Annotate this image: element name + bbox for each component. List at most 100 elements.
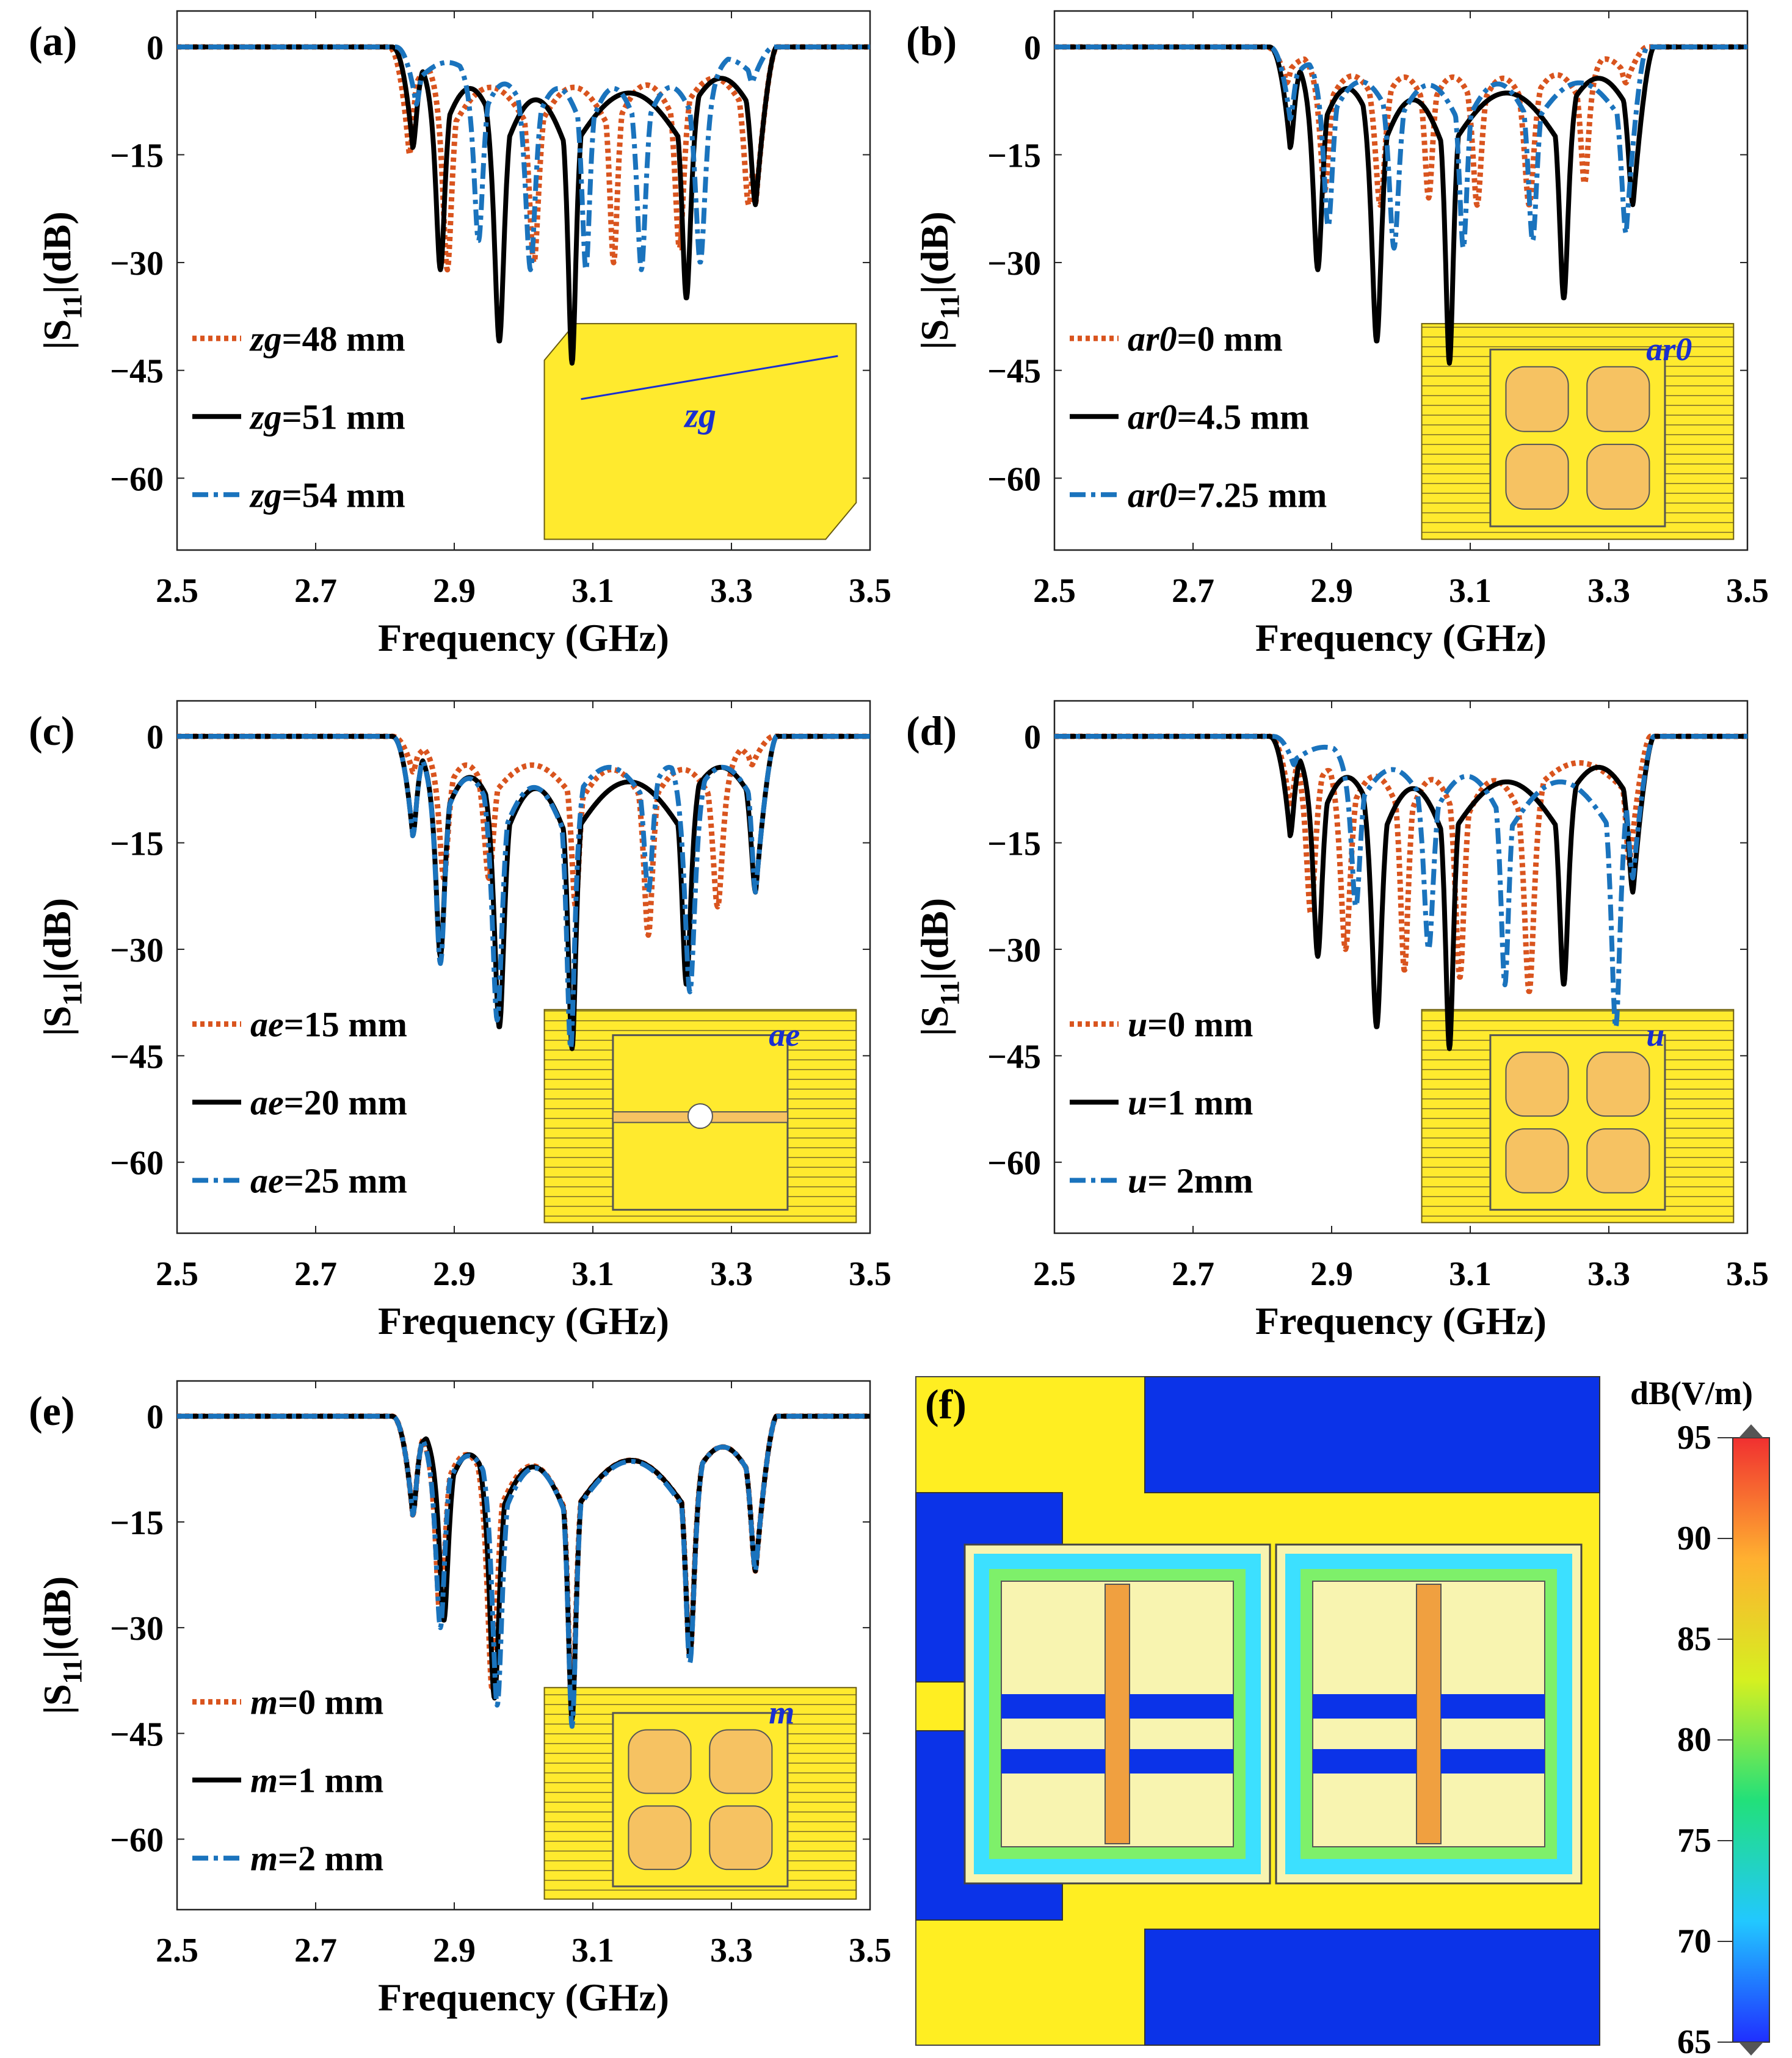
y-tick-label: 0 bbox=[1024, 29, 1041, 67]
y-axis-label-part: |S bbox=[913, 1005, 956, 1036]
legend-variable: zg bbox=[249, 475, 282, 515]
patch-element bbox=[628, 1729, 692, 1794]
x-tick-label: 2.7 bbox=[1172, 1255, 1214, 1293]
series-line-3 bbox=[1053, 44, 1749, 251]
inset-schematic: zg bbox=[543, 323, 857, 540]
y-axis-label: |S11|(dB) bbox=[913, 211, 965, 349]
legend-variable: u bbox=[1128, 1161, 1147, 1200]
inset-schematic: ar0 bbox=[1421, 323, 1735, 540]
field-region-low bbox=[1144, 1376, 1600, 1493]
chart-panel-d: 2.5 2.7 2.9 3.1 3.3 3.5 0 −15 −30 −45 −60 Frequency… bbox=[906, 700, 1769, 1342]
x-tick-label: 3.1 bbox=[1449, 1255, 1492, 1293]
chart-panel-e: 2.5 2.7 2.9 3.1 3.3 3.5 0 −15 −30 −45 −60 Frequency… bbox=[29, 1380, 891, 2019]
inset-dimension-label: ae bbox=[769, 1016, 800, 1053]
legend-entry: ar0=4.5 mm bbox=[1128, 397, 1309, 437]
y-axis-label: |S11|(dB) bbox=[35, 898, 87, 1036]
colorbar-tick-label: 80 bbox=[1677, 1721, 1711, 1759]
y-tick-label: 0 bbox=[147, 29, 164, 67]
legend-variable: m bbox=[250, 1683, 278, 1722]
x-tick-label: 3.5 bbox=[1726, 572, 1769, 610]
y-axis-label-part: |S bbox=[35, 1684, 79, 1714]
field-region-low bbox=[1144, 1929, 1600, 2046]
y-tick-label: −45 bbox=[110, 353, 164, 391]
x-tick-label: 3.3 bbox=[710, 1932, 753, 1969]
legend-variable: zg bbox=[249, 319, 282, 358]
y-tick-label: −45 bbox=[110, 1038, 164, 1076]
x-tick-label: 3.1 bbox=[1449, 572, 1492, 610]
y-axis-label: |S11|(dB) bbox=[913, 898, 965, 1036]
legend-value: =4.5 mm bbox=[1177, 397, 1310, 437]
chart-panel-a: 2.5 2.7 2.9 3.1 3.3 3.5 0 −15 −30 −45 −60 Frequency… bbox=[29, 10, 891, 659]
colorbar-title: dB(V/m) bbox=[1630, 1375, 1753, 1411]
legend-value: =1 mm bbox=[278, 1761, 383, 1800]
legend-value: =7.25 mm bbox=[1177, 475, 1327, 515]
legend-variable: ar0 bbox=[1128, 397, 1177, 437]
legend-entry: ar0=0 mm bbox=[1128, 319, 1283, 358]
y-tick-label: −60 bbox=[987, 1145, 1041, 1183]
x-tick-label: 3.3 bbox=[710, 572, 753, 610]
legend-entry: ae=25 mm bbox=[250, 1161, 407, 1200]
series-line-3 bbox=[175, 1413, 872, 1729]
y-axis-label-part: |(dB) bbox=[913, 211, 956, 294]
x-tick-label: 3.1 bbox=[571, 1932, 614, 1969]
patch-element bbox=[1505, 443, 1569, 510]
y-axis-label-part: |(dB) bbox=[35, 1576, 79, 1659]
panel-label: (f) bbox=[925, 1381, 967, 1427]
y-axis-label-part: |(dB) bbox=[913, 898, 956, 980]
chart-panel-f: (f) dB(V/m) 95 90 85 80 75 70 65 bbox=[915, 1375, 1770, 2058]
y-tick-label: −15 bbox=[987, 137, 1041, 175]
x-tick-label: 2.9 bbox=[1310, 572, 1353, 610]
patch-element bbox=[709, 1805, 773, 1871]
y-tick-label: −45 bbox=[987, 353, 1041, 391]
y-tick-label: −15 bbox=[110, 825, 164, 863]
y-axis-label-part: |S bbox=[35, 319, 79, 350]
patch-element bbox=[1586, 366, 1650, 432]
legend-variable: ar0 bbox=[1128, 319, 1177, 358]
x-axis-label: Frequency (GHz) bbox=[378, 1299, 669, 1342]
legend-value: =2 mm bbox=[278, 1839, 383, 1879]
y-axis-label-subscript: 11 bbox=[57, 1659, 87, 1684]
x-tick-label: 2.9 bbox=[433, 1255, 476, 1293]
y-axis-label: |S11|(dB) bbox=[35, 211, 87, 349]
legend-variable: ae bbox=[250, 1004, 284, 1044]
y-tick-label: 0 bbox=[147, 719, 164, 756]
x-axis-label: Frequency (GHz) bbox=[1255, 616, 1547, 659]
x-tick-label: 3.5 bbox=[849, 572, 891, 610]
legend-entry: zg=54 mm bbox=[249, 475, 405, 515]
x-axis-label: Frequency (GHz) bbox=[1255, 1299, 1547, 1342]
inset-dimension-label: m bbox=[769, 1694, 794, 1731]
x-tick-label: 2.7 bbox=[294, 1932, 337, 1969]
colorbar-tick-label: 70 bbox=[1677, 1922, 1711, 1960]
colorbar-tick-label: 65 bbox=[1677, 2023, 1711, 2058]
x-tick-label: 2.9 bbox=[1310, 1255, 1353, 1293]
series-line-1 bbox=[1052, 733, 1750, 995]
series-line-3 bbox=[1053, 734, 1749, 1030]
patch-element bbox=[1505, 1128, 1569, 1194]
inset-dimension-label: zg bbox=[683, 396, 716, 435]
y-tick-label: −60 bbox=[110, 460, 164, 498]
center-strip bbox=[1105, 1584, 1130, 1844]
x-tick-label: 3.3 bbox=[710, 1255, 753, 1293]
y-tick-label: −15 bbox=[110, 137, 164, 175]
patch-element bbox=[709, 1729, 773, 1794]
legend-entry: u=0 mm bbox=[1128, 1004, 1253, 1044]
legend-value: = 2mm bbox=[1147, 1161, 1253, 1200]
y-axis-label-subscript: 11 bbox=[935, 294, 965, 319]
gap-low bbox=[1001, 1694, 1105, 1719]
y-tick-label: 0 bbox=[147, 1399, 164, 1437]
colorbar-tick-label: 85 bbox=[1677, 1620, 1711, 1658]
x-tick-label: 2.9 bbox=[433, 1932, 476, 1969]
patch-element bbox=[1586, 1051, 1650, 1117]
y-tick-label: −45 bbox=[110, 1716, 164, 1753]
series-line-3 bbox=[175, 734, 872, 1051]
y-axis-label-subscript: 11 bbox=[935, 980, 965, 1006]
legend-value: =0 mm bbox=[1177, 319, 1283, 358]
y-axis-label-part: |S bbox=[913, 319, 956, 350]
colorbar-max-arrow bbox=[1739, 1424, 1763, 1438]
panel-label: (a) bbox=[29, 18, 77, 64]
legend-value: =1 mm bbox=[1147, 1082, 1253, 1122]
dimension-arrow bbox=[581, 355, 838, 400]
panel-label: (d) bbox=[906, 708, 957, 754]
legend-value: =48 mm bbox=[282, 319, 405, 358]
x-tick-label: 3.5 bbox=[1726, 1255, 1769, 1293]
